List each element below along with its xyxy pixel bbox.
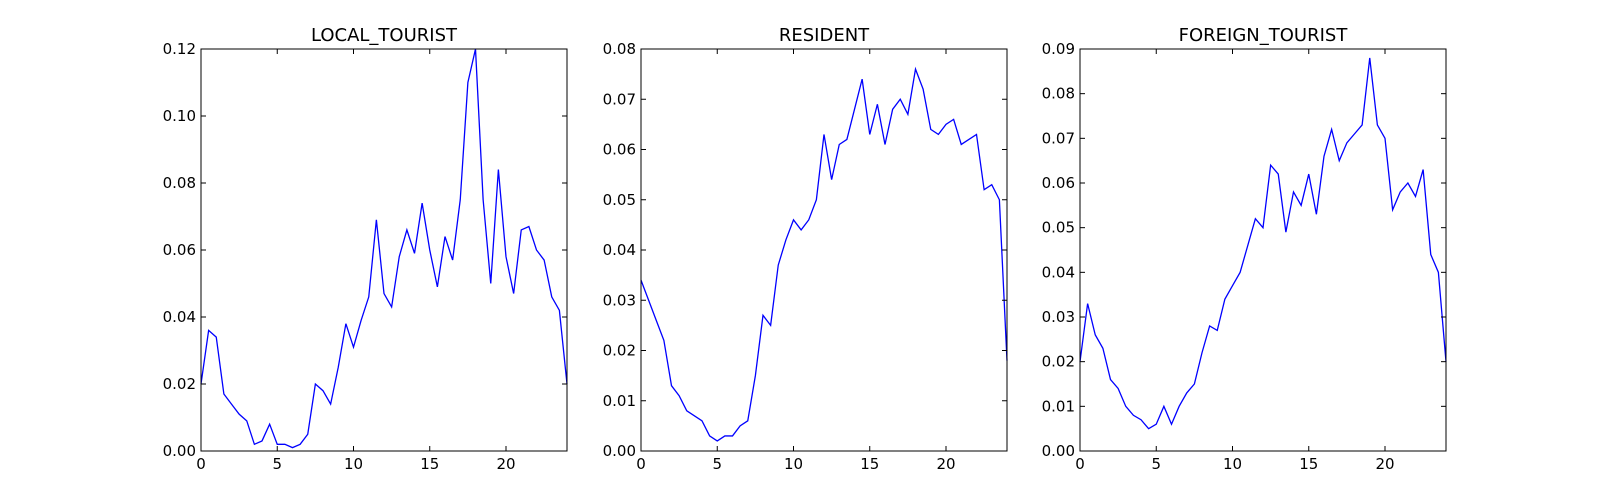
y-tick-label: 0.05	[1042, 219, 1075, 237]
x-tick-label: 5	[272, 455, 282, 473]
y-tick-label: 0.03	[1042, 308, 1075, 326]
y-tick-label: 0.08	[1042, 85, 1075, 103]
x-tick-label: 15	[860, 455, 879, 473]
y-tick-label: 0.06	[163, 241, 196, 259]
chart-title: LOCAL_TOURIST	[311, 25, 458, 46]
data-line	[200, 48, 568, 449]
y-tick-label: 0.01	[1042, 397, 1075, 415]
y-tick-label: 0.00	[1042, 442, 1075, 460]
x-tick-label: 20	[496, 455, 515, 473]
y-tick-label: 0.01	[603, 392, 636, 410]
x-tick-label: 5	[1151, 455, 1161, 473]
data-line	[1079, 57, 1447, 430]
y-tick-label: 0.02	[603, 342, 636, 360]
y-tick-label: 0.00	[603, 442, 636, 460]
y-tick-label: 0.02	[1042, 353, 1075, 371]
x-tick-label: 20	[1375, 455, 1394, 473]
axes-frame	[640, 48, 1008, 452]
x-tick-label: 0	[196, 455, 206, 473]
x-tick-label: 10	[344, 455, 363, 473]
x-tick-label: 10	[1223, 455, 1242, 473]
y-tick-label: 0.10	[163, 107, 196, 125]
x-tick-label: 5	[712, 455, 722, 473]
chart-title: RESIDENT	[779, 25, 870, 46]
axes-frame	[1079, 48, 1447, 452]
y-tick-label: 0.08	[163, 174, 196, 192]
y-tick-label: 0.04	[163, 308, 196, 326]
axes-frame	[200, 48, 568, 452]
x-tick-label: 15	[420, 455, 439, 473]
y-tick-label: 0.06	[603, 141, 636, 159]
y-tick-label: 0.03	[603, 291, 636, 309]
x-tick-label: 10	[784, 455, 803, 473]
x-tick-label: 0	[636, 455, 646, 473]
y-tick-label: 0.06	[1042, 174, 1075, 192]
y-tick-label: 0.12	[163, 40, 196, 58]
x-tick-label: 0	[1075, 455, 1085, 473]
chart-title: FOREIGN_TOURIST	[1179, 25, 1349, 46]
y-tick-label: 0.05	[603, 191, 636, 209]
y-tick-label: 0.00	[163, 442, 196, 460]
y-tick-label: 0.07	[603, 90, 636, 108]
x-tick-label: 20	[936, 455, 955, 473]
data-line	[640, 66, 1008, 442]
y-tick-label: 0.04	[1042, 263, 1075, 281]
y-tick-label: 0.04	[603, 241, 636, 259]
y-tick-label: 0.02	[163, 375, 196, 393]
y-tick-label: 0.08	[603, 40, 636, 58]
y-tick-label: 0.07	[1042, 129, 1075, 147]
x-tick-label: 15	[1299, 455, 1318, 473]
y-tick-label: 0.09	[1042, 40, 1075, 58]
